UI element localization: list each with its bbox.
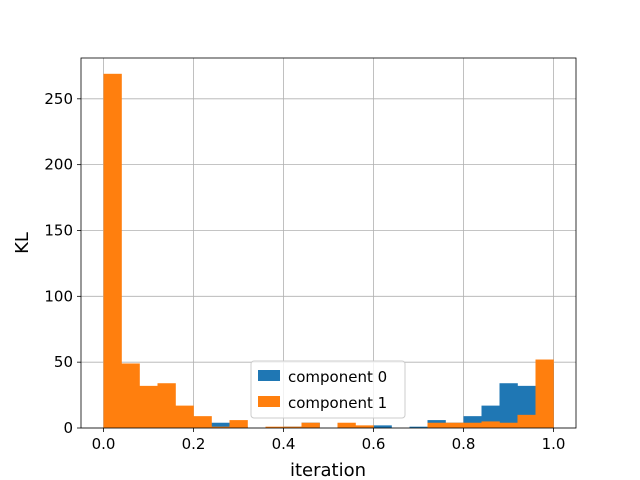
x-tick-label: 0.4	[272, 435, 296, 453]
bar-component-1	[265, 426, 284, 428]
y-tick-label: 0	[63, 419, 73, 437]
y-tick-label: 250	[44, 90, 73, 108]
bar-component-1	[193, 416, 212, 428]
grid-lines	[81, 58, 576, 429]
y-tick-label: 100	[44, 287, 73, 305]
legend-label-component-1: component 1	[288, 394, 387, 412]
bar-component-1	[229, 420, 248, 428]
x-axis-label: iteration	[290, 460, 366, 480]
legend-swatch-component-0	[258, 370, 280, 381]
bar-component-0	[409, 426, 428, 428]
bar-component-0	[499, 383, 518, 428]
bar-component-1	[121, 363, 140, 428]
bar-component-0	[211, 422, 230, 428]
y-tick-label: 150	[44, 221, 73, 239]
bar-component-1	[139, 385, 158, 428]
legend: component 0 component 1	[250, 360, 406, 419]
legend-box	[250, 360, 406, 419]
x-tick-label: 1.0	[542, 435, 566, 453]
bar-component-1	[337, 422, 356, 428]
y-tick-label: 50	[54, 353, 73, 371]
x-tick-label: 0.0	[92, 435, 116, 453]
bar-component-1	[481, 421, 500, 428]
bar-component-1	[175, 405, 194, 428]
bar-component-1	[355, 425, 374, 428]
legend-swatch-component-1	[258, 396, 280, 407]
bar-component-1	[103, 73, 122, 428]
bar-component-1	[211, 426, 230, 428]
x-tick-label: 0.2	[182, 435, 206, 453]
bar-component-1	[445, 422, 464, 428]
bar-component-1	[499, 422, 518, 428]
bar-component-1	[301, 422, 320, 428]
bar-component-1	[283, 426, 302, 428]
y-axis-label: KL	[12, 232, 33, 254]
bar-component-1	[463, 422, 482, 428]
bar-component-1	[427, 422, 446, 428]
bar-component-1	[535, 359, 554, 428]
x-tick-label: 0.8	[452, 435, 476, 453]
histogram-bars	[103, 73, 554, 428]
bar-component-1	[157, 383, 176, 428]
plot-frame	[80, 57, 577, 429]
bar-component-0	[373, 425, 392, 428]
x-tick-label: 0.6	[362, 435, 386, 453]
bar-component-1	[517, 414, 536, 428]
legend-label-component-0: component 0	[288, 368, 387, 386]
bar-component-0	[463, 416, 482, 428]
y-tick-label: 200	[44, 156, 73, 174]
x-axis-ticks: 0.0 0.2 0.4 0.6 0.8 1.0	[92, 428, 566, 453]
y-axis-ticks: 0 50 100 150 200 250	[44, 90, 81, 437]
